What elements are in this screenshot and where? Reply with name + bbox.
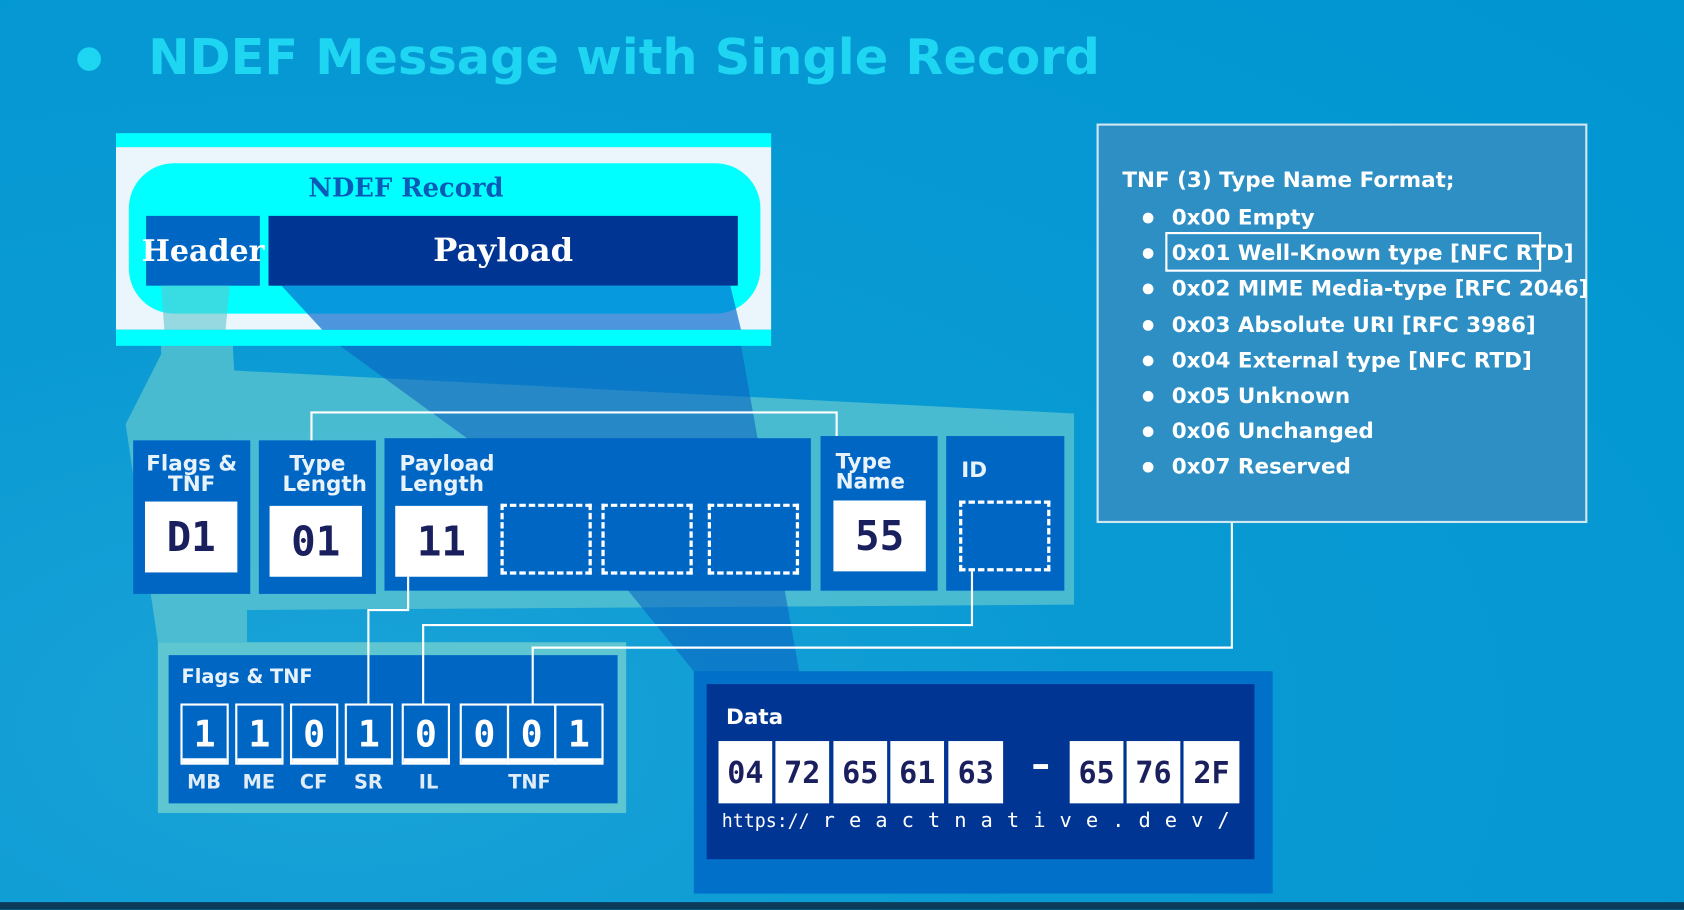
bit-label-mb: MB: [187, 771, 222, 794]
flags-tnf-value: D1: [144, 501, 238, 573]
bit-label-il: IL: [418, 771, 439, 794]
data-byte: 76: [1126, 741, 1181, 804]
field-label: Flags & TNF: [146, 450, 238, 497]
title-bullet-icon: [77, 47, 101, 71]
flags-title: Flags & TNF: [181, 665, 313, 689]
data-byte: 65: [1069, 741, 1124, 804]
decoded-prefix: https://: [721, 810, 810, 833]
bit-label-sr: SR: [353, 771, 383, 794]
bullet-icon: [1142, 426, 1154, 438]
tnf-item: 0x06 Unchanged: [1171, 417, 1374, 444]
ndef-bottom-bar: [115, 329, 772, 346]
header-block: Header: [141, 215, 265, 286]
decoded-char: t: [927, 808, 941, 833]
payload-length-empty-byte: [500, 503, 592, 575]
bit-me: 1: [235, 703, 284, 765]
payload-length-empty-byte: [601, 503, 693, 575]
decoded-char: r: [822, 808, 835, 833]
decoded-char: v: [1059, 808, 1072, 833]
decoded-char: i: [1033, 808, 1046, 833]
ndef-record-label: NDEF Record: [308, 171, 504, 203]
payload-length-empty-byte: [707, 503, 800, 575]
bullet-icon: [1142, 283, 1154, 295]
id-empty-value: [959, 500, 1051, 572]
slide-title: NDEF Message with Single Record: [148, 27, 1100, 86]
field-label: ID: [961, 456, 988, 483]
decoded-char: d: [1138, 808, 1151, 833]
data-byte: 2F: [1183, 741, 1240, 804]
data-byte: 61: [890, 741, 945, 804]
decoded-char: a: [980, 808, 993, 833]
bit-label-tnf: TNF: [508, 771, 551, 794]
bit-sr: 1: [344, 703, 394, 765]
tnf-highlight-box: [1165, 231, 1542, 272]
bullet-icon: [1142, 248, 1154, 260]
bit-tnf-0: 1: [554, 703, 604, 765]
tnf-item: 0x05 Unknown: [1171, 382, 1351, 409]
decoded-char: c: [901, 808, 914, 833]
field-label: Type Name: [835, 447, 905, 495]
payload-block: Payload: [268, 215, 738, 286]
bullet-icon: [1142, 355, 1154, 367]
tnf-item: 0x02 MIME Media-type [RFC 2046]: [1171, 275, 1589, 302]
bullet-icon: [1142, 390, 1154, 402]
field-label: Type Length: [282, 450, 367, 497]
id-to-il-line: [422, 571, 974, 704]
data-ellipsis: ····: [1030, 751, 1051, 782]
decoded-char: n: [954, 808, 967, 833]
decoded-char: e: [848, 808, 862, 833]
type-name-value: 55: [833, 500, 926, 572]
data-byte: 04: [718, 741, 773, 804]
decoded-char: a: [875, 808, 888, 833]
bullet-icon: [1142, 462, 1154, 473]
tnf-item: 0x03 Absolute URI [RFC 3986]: [1171, 311, 1536, 337]
bit-mb: 1: [180, 703, 229, 765]
bullet-icon: [1142, 212, 1154, 224]
field-id: ID: [946, 436, 1065, 591]
ndef-top-bar: [115, 133, 772, 148]
data-byte: 65: [833, 741, 888, 804]
data-title: Data: [726, 703, 784, 730]
payload-length-value: 11: [395, 505, 488, 577]
tnf-item: 0x07 Reserved: [1171, 453, 1351, 480]
tnf-legend-to-tnf-line: [531, 523, 1233, 704]
tnf-item: 0x00 Empty: [1171, 204, 1315, 230]
decoded-char: t: [1006, 808, 1020, 833]
data-byte: 63: [948, 741, 1004, 804]
decoded-char: e: [1164, 808, 1178, 833]
decoded-char: .: [1112, 808, 1125, 833]
tnf-legend-panel: [1096, 123, 1588, 524]
decoded-char: /: [1217, 808, 1230, 833]
payload-length-to-sr-line: [367, 576, 410, 704]
bottom-bar: [0, 902, 1684, 910]
decoded-char: e: [1085, 808, 1099, 833]
type-length-to-type-name-line: [310, 411, 838, 441]
field-label: Payload Length: [399, 450, 495, 497]
type-length-value: 01: [269, 505, 362, 577]
decoded-url: r e a c t n a t i v e. d e v /: [823, 809, 1248, 835]
bit-label-me: ME: [242, 771, 276, 794]
decoded-char: v: [1191, 808, 1204, 833]
bit-label-cf: CF: [299, 771, 328, 794]
tnf-item: 0x04 External type [NFC RTD]: [1171, 346, 1532, 373]
bullet-icon: [1142, 319, 1154, 331]
bit-il: 0: [401, 703, 451, 765]
bit-cf: 0: [289, 703, 339, 765]
data-byte: 72: [775, 741, 830, 804]
tnf-legend-title: TNF (3) Type Name Format;: [1122, 166, 1455, 193]
tnf-item: 0x01 Well-Known type [NFC RTD]: [1171, 239, 1574, 266]
